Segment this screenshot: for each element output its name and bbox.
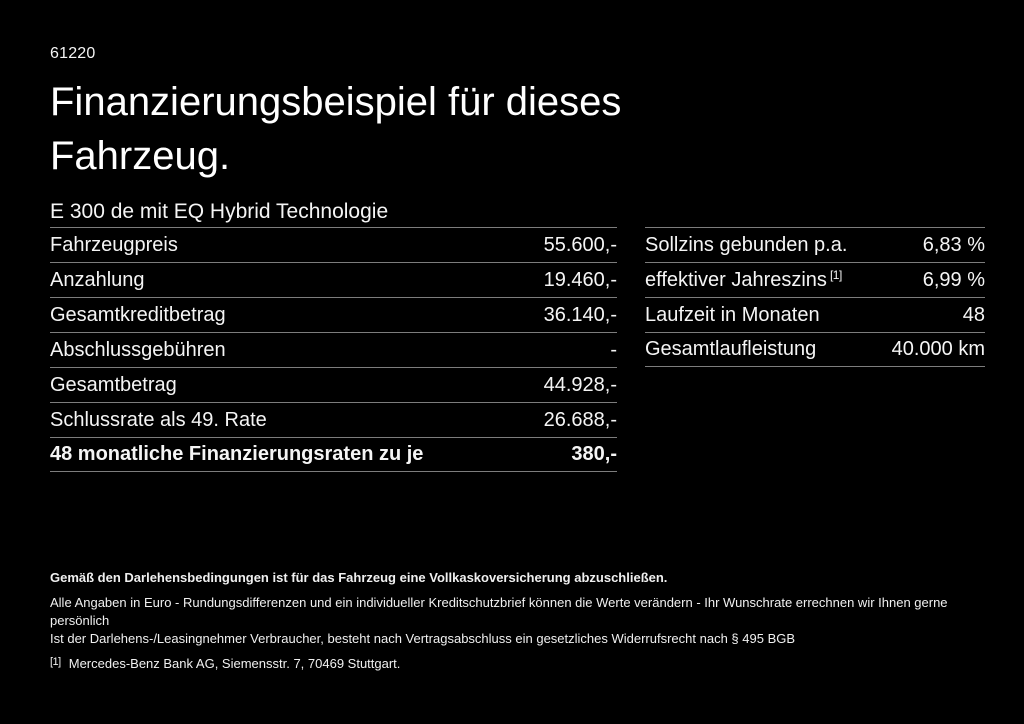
financing-column: E 300 de mit EQ Hybrid Technologie Fahrz… xyxy=(50,197,617,472)
page-title-line2: Fahrzeug. xyxy=(50,134,231,178)
conditions-column: Sollzins gebunden p.a. 6,83 % effektiver… xyxy=(645,227,985,472)
row-label: Anzahlung xyxy=(50,268,145,291)
row-value: 19.460,- xyxy=(543,268,617,291)
table-row-monatsrate: 48 monatliche Finanzierungsraten zu je 3… xyxy=(50,437,617,472)
table-row-sollzins: Sollzins gebunden p.a. 6,83 % xyxy=(645,227,985,262)
row-value: 36.140,- xyxy=(543,303,617,326)
conditions-table: Sollzins gebunden p.a. 6,83 % effektiver… xyxy=(645,227,985,367)
table-row-gesamtkreditbetrag: Gesamtkreditbetrag 36.140,- xyxy=(50,297,617,332)
table-row-gesamtbetrag: Gesamtbetrag 44.928,- xyxy=(50,367,617,402)
row-label: Sollzins gebunden p.a. xyxy=(645,233,848,256)
footnote-marker: [1] xyxy=(50,656,61,668)
table-row-schlussrate: Schlussrate als 49. Rate 26.688,- xyxy=(50,402,617,437)
row-value: 44.928,- xyxy=(543,373,617,396)
table-row-abschlussgebuehren: Abschlussgebühren - xyxy=(50,332,617,367)
row-label: Laufzeit in Monaten xyxy=(645,303,820,326)
vehicle-subtitle: E 300 de mit EQ Hybrid Technologie xyxy=(50,200,389,223)
row-label: Schlussrate als 49. Rate xyxy=(50,408,267,431)
row-value: 6,83 % xyxy=(922,233,985,256)
table-row-anzahlung: Anzahlung 19.460,- xyxy=(50,262,617,297)
row-value: 26.688,- xyxy=(543,408,617,431)
table-row-fahrzeugpreis: Fahrzeugpreis 55.600,- xyxy=(50,227,617,262)
row-value: 40.000 km xyxy=(891,338,985,360)
row-label: Gesamtkreditbetrag xyxy=(50,303,226,326)
table-row-gesamtlaufleistung: Gesamtlaufleistung 40.000 km xyxy=(645,332,985,367)
tables-region: E 300 de mit EQ Hybrid Technologie Fahrz… xyxy=(50,197,985,472)
row-value: 380,- xyxy=(571,443,617,465)
row-label: Gesamtbetrag xyxy=(50,373,177,396)
row-value: 48 xyxy=(962,303,985,326)
financing-table: Fahrzeugpreis 55.600,- Anzahlung 19.460,… xyxy=(50,227,617,472)
disclaimer-note-2: Ist der Darlehens-/Leasingnehmer Verbrau… xyxy=(50,631,796,646)
footnote: [1] Mercedes-Benz Bank AG, Siemensstr. 7… xyxy=(50,655,985,674)
disclaimer-notes: Alle Angaben in Euro - Rundungsdifferenz… xyxy=(50,594,985,648)
doc-code: 61220 xyxy=(50,45,96,62)
disclaimer-note-1: Alle Angaben in Euro - Rundungsdifferenz… xyxy=(50,595,948,628)
table-row-effektiver-jahreszins: effektiver Jahreszins [1] 6,99 % xyxy=(645,262,985,297)
row-label: Fahrzeugpreis xyxy=(50,233,178,256)
financing-sheet: 61220 Finanzierungsbeispiel für dieses Fa… xyxy=(50,0,985,674)
row-value: 55.600,- xyxy=(543,233,617,256)
page-title: Finanzierungsbeispiel für dieses Fahrzeug… xyxy=(50,75,985,183)
footnote-ref-sup: [1] xyxy=(829,268,842,282)
row-label: Abschlussgebühren xyxy=(50,338,226,361)
page-title-line1: Finanzierungsbeispiel für dieses xyxy=(50,80,622,124)
row-label: 48 monatliche Finanzierungsraten zu je xyxy=(50,443,424,465)
table-row-laufzeit: Laufzeit in Monaten 48 xyxy=(645,297,985,332)
row-label-text: effektiver Jahreszins xyxy=(645,269,827,291)
row-value: - xyxy=(610,338,617,361)
row-value: 6,99 % xyxy=(922,268,985,291)
insurance-requirement-note: Gemäß den Darlehensbedingungen ist für d… xyxy=(50,570,668,585)
row-label: effektiver Jahreszins [1] xyxy=(645,268,842,292)
footnote-text: Mercedes-Benz Bank AG, Siemensstr. 7, 70… xyxy=(68,656,401,671)
row-label: Gesamtlaufleistung xyxy=(645,338,817,360)
footer-disclaimer: Gemäß den Darlehensbedingungen ist für d… xyxy=(50,568,985,674)
